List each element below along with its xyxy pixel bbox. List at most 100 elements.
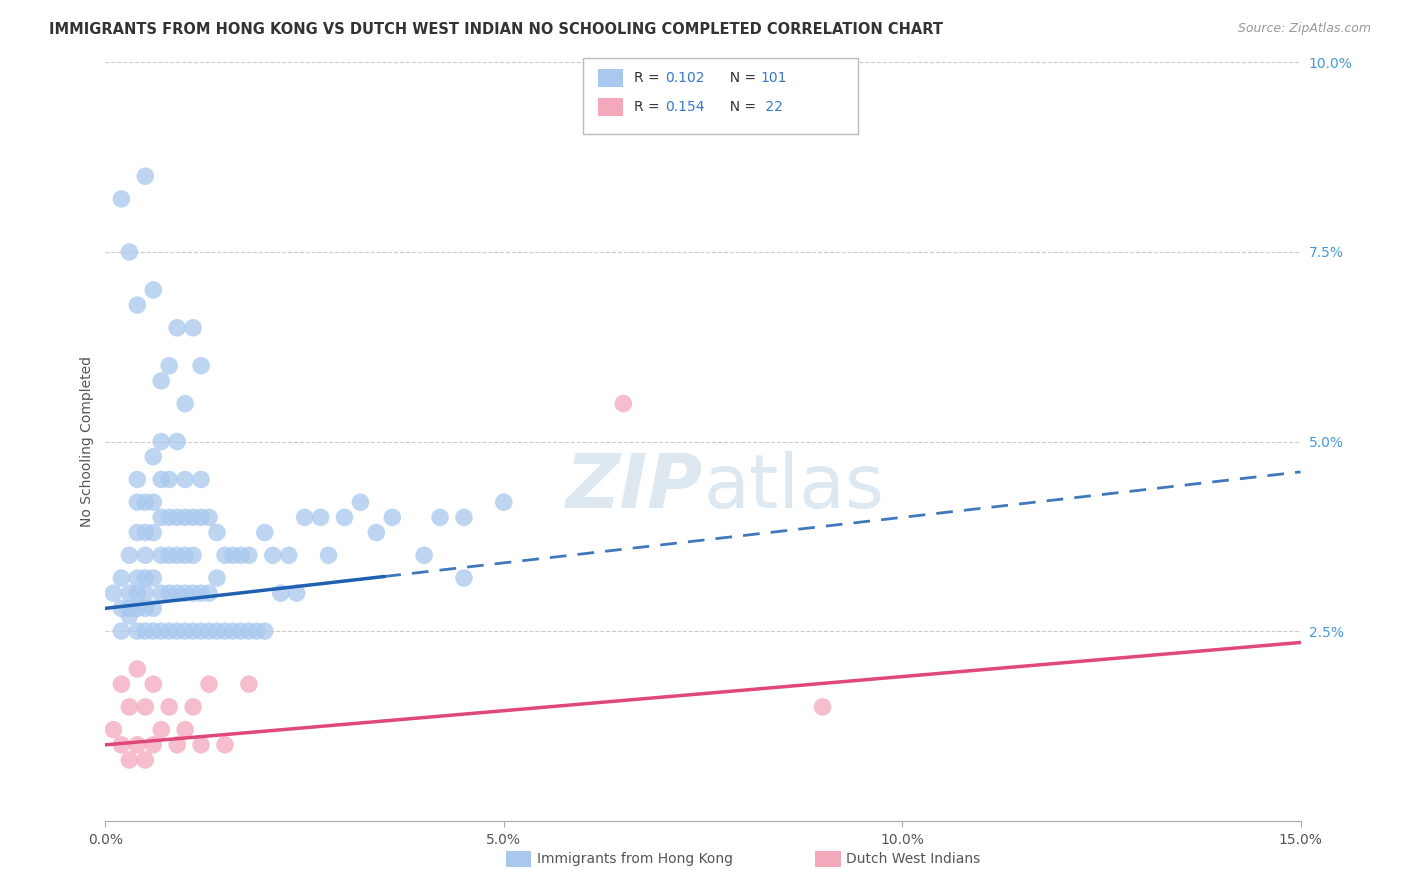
Point xyxy=(134,571,156,585)
Point xyxy=(118,609,141,624)
Point xyxy=(110,192,132,206)
Point xyxy=(134,525,156,540)
Point xyxy=(229,624,252,639)
Text: atlas: atlas xyxy=(703,450,884,524)
Point xyxy=(294,510,316,524)
Point xyxy=(157,510,180,524)
Point xyxy=(181,548,204,563)
Point xyxy=(238,548,260,563)
Point xyxy=(142,601,165,615)
Point xyxy=(157,548,180,563)
Point xyxy=(349,495,371,509)
Point xyxy=(205,624,228,639)
Point xyxy=(110,601,132,615)
Point xyxy=(174,723,197,737)
Point xyxy=(157,473,180,487)
Text: N =: N = xyxy=(721,70,761,85)
Text: N =: N = xyxy=(721,100,761,114)
Point xyxy=(150,434,173,449)
Point xyxy=(262,548,284,563)
Point xyxy=(174,624,197,639)
Point xyxy=(118,586,141,600)
Y-axis label: No Schooling Completed: No Schooling Completed xyxy=(80,356,94,527)
Point xyxy=(190,586,212,600)
Point xyxy=(181,586,204,600)
Point xyxy=(413,548,436,563)
Point xyxy=(181,510,204,524)
Point xyxy=(238,677,260,691)
Point xyxy=(157,624,180,639)
Point xyxy=(270,586,292,600)
Point xyxy=(134,753,156,767)
Point xyxy=(142,677,165,691)
Point xyxy=(190,359,212,373)
Point xyxy=(190,510,212,524)
Point xyxy=(166,510,188,524)
Text: 0.102: 0.102 xyxy=(665,70,704,85)
Point xyxy=(277,548,299,563)
Point xyxy=(205,571,228,585)
Text: R =: R = xyxy=(634,70,664,85)
Point xyxy=(134,624,156,639)
Point xyxy=(103,723,125,737)
Point xyxy=(142,525,165,540)
Text: Immigrants from Hong Kong: Immigrants from Hong Kong xyxy=(537,852,733,866)
Point xyxy=(110,624,132,639)
Point xyxy=(205,525,228,540)
Point xyxy=(142,571,165,585)
Point xyxy=(150,374,173,388)
Point xyxy=(110,571,132,585)
Point xyxy=(174,396,197,410)
Text: 101: 101 xyxy=(761,70,787,85)
Point xyxy=(118,244,141,259)
Point xyxy=(214,738,236,752)
Point xyxy=(318,548,340,563)
Point xyxy=(309,510,332,524)
Point xyxy=(118,753,141,767)
Point xyxy=(166,624,188,639)
Point xyxy=(253,624,276,639)
Point xyxy=(181,320,204,334)
Text: IMMIGRANTS FROM HONG KONG VS DUTCH WEST INDIAN NO SCHOOLING COMPLETED CORRELATIO: IMMIGRANTS FROM HONG KONG VS DUTCH WEST … xyxy=(49,22,943,37)
Point xyxy=(190,738,212,752)
Point xyxy=(333,510,356,524)
Point xyxy=(190,624,212,639)
Point xyxy=(150,624,173,639)
Point xyxy=(142,283,165,297)
Text: Dutch West Indians: Dutch West Indians xyxy=(846,852,980,866)
Point xyxy=(253,525,276,540)
Point xyxy=(150,723,173,737)
Point xyxy=(181,699,204,714)
Point xyxy=(166,434,188,449)
Text: Source: ZipAtlas.com: Source: ZipAtlas.com xyxy=(1237,22,1371,36)
Point xyxy=(222,548,245,563)
Point xyxy=(127,601,149,615)
Point xyxy=(246,624,269,639)
Point xyxy=(134,601,156,615)
Point xyxy=(118,548,141,563)
Point xyxy=(198,510,221,524)
Point xyxy=(166,320,188,334)
Point xyxy=(134,699,156,714)
Point xyxy=(127,525,149,540)
Point xyxy=(103,586,125,600)
Point xyxy=(118,699,141,714)
Point xyxy=(134,169,156,184)
Point xyxy=(453,571,475,585)
Point xyxy=(166,586,188,600)
Text: 22: 22 xyxy=(761,100,783,114)
Point xyxy=(174,510,197,524)
Point xyxy=(214,624,236,639)
Point xyxy=(127,495,149,509)
Point xyxy=(453,510,475,524)
Point xyxy=(127,473,149,487)
Point xyxy=(127,738,149,752)
Text: 0.154: 0.154 xyxy=(665,100,704,114)
Point xyxy=(134,495,156,509)
Point xyxy=(198,677,221,691)
Point xyxy=(166,738,188,752)
Point xyxy=(229,548,252,563)
Point xyxy=(157,699,180,714)
Point xyxy=(181,624,204,639)
Point xyxy=(127,662,149,676)
